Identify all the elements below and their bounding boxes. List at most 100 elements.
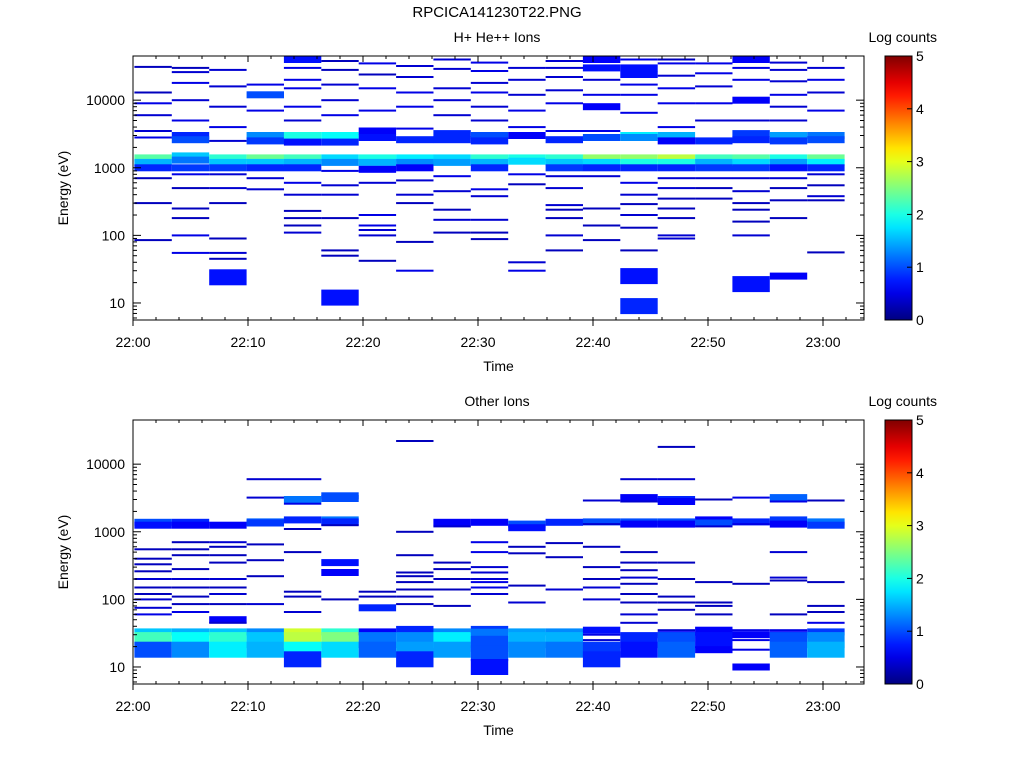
heatmap-cell (769, 80, 808, 83)
heatmap-cell (620, 193, 658, 196)
heatmap-cell (171, 71, 210, 74)
heatmap-cell (396, 554, 434, 557)
heatmap-cell (807, 199, 845, 202)
heatmap-cell (321, 154, 359, 162)
heatmap-cell (171, 136, 210, 144)
heatmap-cell (470, 566, 509, 569)
heatmap-cell (321, 559, 359, 567)
x-tick-label: 22:50 (690, 698, 725, 714)
heatmap-cell (470, 137, 509, 145)
heatmap-cell (396, 158, 434, 166)
heatmap-cell (396, 625, 434, 633)
heatmap-cell (246, 543, 284, 546)
heatmap-cell (545, 158, 583, 166)
heatmap-cell (470, 551, 509, 554)
heatmap-cell (283, 611, 322, 613)
x-tick-label: 22:10 (230, 334, 265, 350)
heatmap-cell (620, 158, 658, 166)
heatmap-cell (582, 207, 621, 210)
heatmap-cell (209, 641, 247, 658)
heatmap-cell (171, 187, 210, 190)
heatmap-cell (171, 66, 210, 69)
heatmap-cell (396, 240, 434, 243)
heatmap-cell (396, 91, 434, 94)
heatmap-cell (508, 66, 546, 69)
heatmap-cell (283, 164, 322, 172)
heatmap-cell (246, 188, 284, 191)
heatmap-cell (246, 559, 284, 562)
heatmap-cell (545, 628, 583, 636)
heatmap-cell (657, 137, 696, 145)
x-tick-label: 23:00 (805, 334, 840, 350)
heatmap-cell (545, 130, 583, 132)
heatmap-cell (134, 65, 172, 68)
heatmap-cell (209, 68, 247, 71)
heatmap-cell (246, 628, 284, 636)
colorbar-tick-label: 1 (916, 623, 924, 639)
heatmap-cell (582, 499, 621, 502)
heatmap-cell (657, 132, 696, 139)
heatmap-cell (470, 81, 509, 84)
heatmap-cell (695, 646, 733, 654)
heatmap-cell (283, 119, 322, 122)
heatmap-cell (545, 187, 583, 190)
heatmap-cell (807, 621, 845, 624)
heatmap-cell (358, 604, 397, 612)
heatmap-cell (358, 214, 397, 216)
heatmap-cell (582, 130, 621, 132)
heatmap-cell (470, 91, 509, 94)
heatmap-cell (283, 595, 322, 598)
heatmap-cell (769, 105, 808, 108)
heatmap-cell (769, 154, 808, 162)
heatmap-cell (134, 158, 172, 166)
heatmap-cell (620, 93, 658, 96)
heatmap-cell (470, 518, 509, 526)
heatmap-cell (657, 478, 696, 481)
heatmap-cell (134, 177, 172, 180)
heatmap-cell (209, 586, 247, 589)
x-tick-label: 22:30 (460, 698, 495, 714)
heatmap-cell (657, 87, 696, 90)
heatmap-cell (396, 164, 434, 172)
heatmap-cell (470, 119, 509, 122)
heatmap-cell (620, 569, 658, 572)
heatmap-cell (171, 611, 210, 613)
heatmap-cell (807, 173, 845, 176)
heatmap-cell (283, 628, 322, 636)
heatmap-cell (134, 91, 172, 94)
heatmap-cell (807, 604, 845, 607)
heatmap-cell (657, 158, 696, 166)
heatmap-cell (433, 114, 471, 117)
heatmap-cell (470, 659, 509, 675)
heatmap-cell (321, 524, 359, 527)
heatmap-cell (134, 202, 172, 205)
heatmap-cell (246, 478, 284, 481)
heatmap-cell (470, 164, 509, 172)
heatmap-cell (358, 109, 397, 112)
heatmap-cell (396, 575, 434, 578)
colorbar-tick-label: 0 (916, 312, 924, 328)
heatmap-cell (695, 498, 733, 501)
heatmap-cell (582, 651, 621, 668)
heatmap-cell (582, 626, 621, 634)
heatmap-cell (246, 83, 284, 86)
heatmap-cell (582, 566, 621, 569)
heatmap-cell (545, 588, 583, 591)
heatmap-cell (321, 99, 359, 102)
heatmap-cell (508, 126, 546, 129)
heatmap-cell (283, 193, 322, 196)
heatmap-cell (620, 500, 658, 503)
heatmap-cell (283, 209, 322, 212)
figure-title: RPCICA141230T22.PNG (412, 4, 582, 21)
heatmap-cell (695, 632, 733, 649)
heatmap-cell (171, 548, 210, 551)
heatmap-cell (732, 190, 770, 193)
heatmap-cell (246, 641, 284, 658)
heatmap-cell (321, 628, 359, 636)
heatmap-cell (545, 136, 583, 144)
heatmap-cell (508, 93, 546, 96)
heatmap-cell (358, 181, 397, 184)
heatmap-cell (171, 164, 210, 172)
heatmap-cell (657, 187, 696, 190)
heatmap-cell (358, 87, 397, 90)
